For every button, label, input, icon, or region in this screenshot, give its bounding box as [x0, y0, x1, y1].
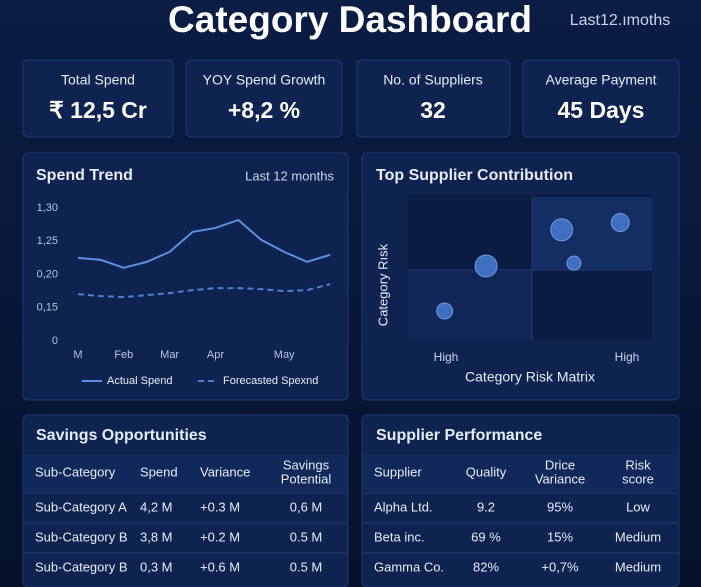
cell: 95%	[547, 499, 573, 514]
y-tick-label: 0,15	[37, 302, 58, 314]
table-header-bg	[24, 455, 347, 491]
column-header: Savings	[283, 457, 330, 472]
scatter-point	[550, 218, 574, 242]
column-header: score	[622, 471, 654, 486]
cell: +0.6 M	[200, 559, 240, 574]
column-header: Spend	[140, 464, 178, 479]
kpi-value: 32	[420, 97, 446, 123]
x-tick-label: Mar	[160, 349, 179, 361]
title: Category Dashboard	[168, 0, 532, 40]
y-tick-label: 1,30	[37, 202, 58, 214]
column-header: Variance	[535, 471, 585, 486]
kpi-card	[356, 59, 511, 138]
kpi-card	[185, 59, 343, 138]
cell: 0.5 M	[290, 529, 323, 544]
cell: +0.3 M	[200, 499, 240, 514]
y-tick-label: 0	[52, 335, 58, 347]
column-header: Risk	[625, 457, 651, 472]
scatter-point	[474, 254, 498, 278]
kpi-label: No. of Suppliers	[383, 72, 483, 88]
panel-title: Spend Trend	[36, 167, 133, 184]
cell: 3,8 M	[140, 529, 173, 544]
kpi-value: +8,2 %	[228, 97, 300, 123]
cell: Medium	[615, 529, 661, 544]
y-axis-label: Category Rısk	[375, 243, 390, 326]
cell: +0.2 M	[200, 529, 240, 544]
column-header: Drice	[545, 457, 575, 472]
cell: Sub-Category A	[35, 499, 127, 514]
cell: 0.5 M	[290, 559, 323, 574]
column-header: Sub-Category	[35, 464, 116, 479]
scatter-point	[566, 255, 582, 271]
cell: Beta inc.	[374, 529, 425, 544]
matrix-quadrant	[408, 270, 532, 340]
legend-label: Forecasted Spexnd	[223, 375, 318, 387]
x-tick-label: May	[274, 349, 295, 361]
cell: 69 %	[471, 529, 501, 544]
cell: 82%	[473, 559, 499, 574]
kpi-label: YOY Spend Growth	[203, 72, 326, 88]
cell: 0,6 M	[290, 499, 323, 514]
x-axis-label: Category Risk Matrix	[465, 369, 595, 385]
column-header: Potential	[281, 471, 332, 486]
cell: Sub-Category B	[35, 559, 128, 574]
kpi-card	[522, 59, 680, 138]
cell: 0,3 M	[140, 559, 173, 574]
scatter-point	[610, 213, 630, 233]
x-tick-label: M	[73, 349, 82, 361]
series-line	[77, 218, 331, 269]
column-header: Supplier	[374, 464, 422, 479]
cell: 15%	[547, 529, 573, 544]
cell: 4,2 M	[140, 499, 173, 514]
cell: Medium	[615, 559, 661, 574]
panel-period: Last 12 months	[245, 168, 334, 183]
column-header: Quality	[466, 464, 507, 479]
x-tick-label: High	[434, 350, 459, 364]
panel-title: Supplier Performance	[376, 427, 542, 444]
kpi-label: Total Spend	[61, 72, 135, 88]
x-tick-label: Feb	[114, 349, 133, 361]
cell: Alpha Ltd.	[374, 499, 433, 514]
series-line	[77, 283, 331, 299]
cell: Sub-Category B	[35, 529, 128, 544]
cell: 9.2	[477, 499, 495, 514]
matrix-quadrant	[532, 197, 652, 270]
panel	[22, 152, 349, 401]
column-header: Variance	[200, 464, 250, 479]
table-header-bg	[363, 455, 678, 491]
cell: Low	[626, 499, 650, 514]
kpi-card	[22, 59, 174, 138]
y-tick-label: 1,25	[37, 235, 58, 247]
kpi-label: Average Payment	[545, 72, 656, 88]
kpi-value: 45 Days	[558, 97, 645, 123]
cell: Gamma Co.	[374, 559, 444, 574]
x-tick-label: Apr	[207, 349, 224, 361]
panel-title: Savings Opportunities	[36, 427, 207, 444]
legend-label: Actual Spend	[107, 375, 172, 387]
cell: +0,7%	[541, 559, 579, 574]
scatter-point	[436, 302, 454, 320]
period: Last12.ımoths	[570, 12, 671, 29]
y-tick-label: 0,20	[37, 268, 58, 280]
panel-title: Top Supplier Contribution	[376, 167, 573, 184]
kpi-value: ₹ 12,5 Cr	[49, 97, 147, 123]
x-tick-label: High	[615, 350, 640, 364]
